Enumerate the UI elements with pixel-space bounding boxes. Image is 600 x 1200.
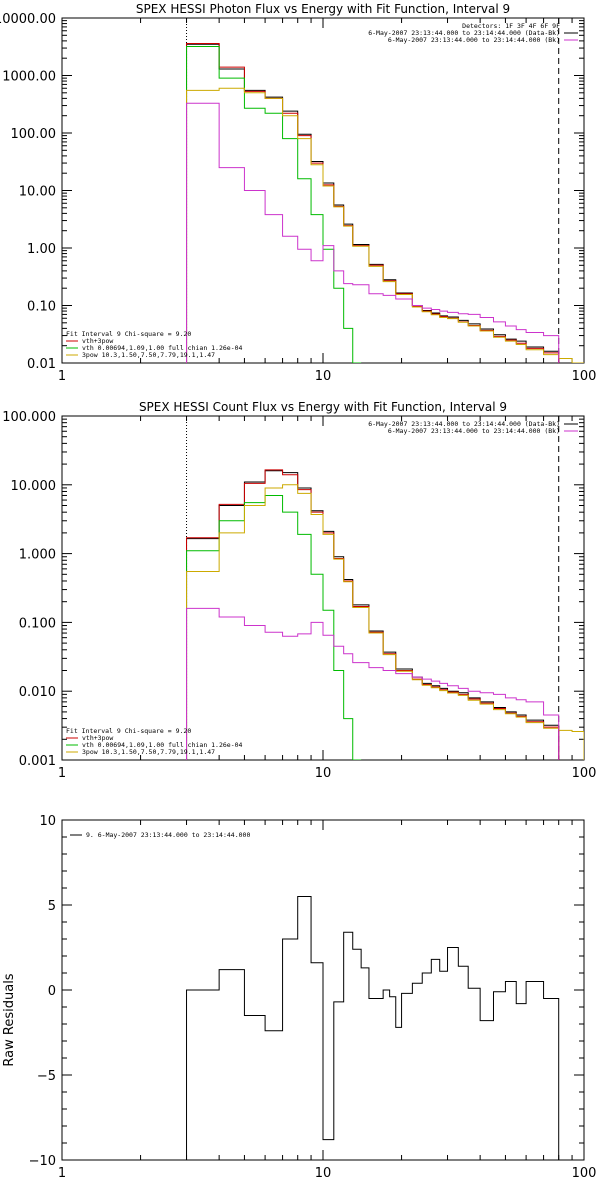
legend-top-label: Detectors: 1F 3F 4F 6F 9F bbox=[462, 22, 560, 30]
series-vth+3pow bbox=[186, 469, 560, 760]
series-3pow bbox=[186, 484, 584, 760]
y-axis-label: Raw Residuals bbox=[2, 973, 17, 1066]
series-vth bbox=[186, 45, 362, 363]
x-tick-label: 100 bbox=[572, 1166, 597, 1181]
x-tick-label: 100 bbox=[572, 766, 597, 781]
y-tick-label: 1.00 bbox=[27, 242, 56, 257]
chart-title: SPEX HESSI Photon Flux vs Energy with Fi… bbox=[136, 2, 510, 16]
y-tick-label: 0 bbox=[48, 984, 56, 999]
legend-bottom-label: 3pow 10.3,1.50,7.50,7.79,19.1,1.47 bbox=[82, 351, 215, 359]
series-vth bbox=[186, 494, 362, 760]
legend-bottom-label: vth+3pow bbox=[82, 337, 113, 345]
y-tick-label: 10000.00 bbox=[0, 12, 56, 27]
plot-frame bbox=[61, 17, 585, 364]
y-tick-label: 10.000 bbox=[11, 479, 57, 494]
series-data-bk bbox=[186, 43, 560, 363]
y-tick-label: 0.010 bbox=[19, 685, 56, 700]
legend-bottom-header: Fit Interval 9 Chi-square = 9.20 bbox=[66, 330, 191, 338]
legend-top-label: 6-May-2007 23:13:44.000 to 23:14:44.000 … bbox=[368, 420, 560, 428]
chart-panel-1: SPEX HESSI Photon Flux vs Energy with Fi… bbox=[0, 2, 596, 384]
x-tick-label: 1 bbox=[58, 766, 66, 781]
y-tick-label: 1000.00 bbox=[2, 70, 56, 85]
legend-bottom-label: vth 0.00694,1.09,1.00 full chian 1.26e-0… bbox=[82, 741, 243, 749]
x-tick-label: 10 bbox=[315, 766, 332, 781]
y-tick-label: 0.100 bbox=[19, 616, 56, 631]
legend-bottom-label: vth 0.00694,1.09,1.00 full chian 1.26e-0… bbox=[82, 344, 243, 352]
legend-top-label: 6-May-2007 23:13:44.000 to 23:14:44.000 … bbox=[368, 29, 560, 37]
y-tick-label: 100.00 bbox=[11, 127, 57, 142]
series-vth+3pow bbox=[186, 43, 560, 363]
series-bk bbox=[186, 607, 560, 760]
y-tick-label: −10 bbox=[29, 1154, 56, 1169]
legend-left-label: 9. 6-May-2007 23:13:44.000 to 23:14:44.0… bbox=[86, 831, 250, 839]
x-tick-label: 1 bbox=[58, 1166, 66, 1181]
x-tick-label: 100 bbox=[572, 369, 597, 384]
chart-panel-3: 1 10 100 10 5 0 −5 −10 Raw Residuals 9. 6-May-200… bbox=[2, 814, 596, 1181]
series-data-bk bbox=[186, 470, 560, 760]
y-tick-label: 1.000 bbox=[19, 548, 56, 563]
y-tick-label: 0.001 bbox=[19, 754, 56, 769]
y-tick-label: 10 bbox=[39, 814, 56, 829]
legend-bottom-header: Fit Interval 9 Chi-square = 9.20 bbox=[66, 727, 191, 735]
legend-top-label: 6-May-2007 23:13:44.000 to 23:14:44.000 … bbox=[388, 36, 560, 44]
chart-title: SPEX HESSI Count Flux vs Energy with Fit… bbox=[139, 400, 507, 414]
legend-top-label: 6-May-2007 23:13:44.000 to 23:14:44.000 … bbox=[388, 427, 560, 435]
x-tick-label: 10 bbox=[315, 369, 332, 384]
y-tick-label: 0.01 bbox=[27, 357, 56, 372]
y-tick-label: −5 bbox=[37, 1069, 56, 1084]
y-tick-label: 100.000 bbox=[2, 410, 56, 425]
series-residuals bbox=[186, 896, 560, 1160]
x-tick-label: 1 bbox=[58, 369, 66, 384]
y-tick-label: 10.00 bbox=[19, 185, 56, 200]
series-bk bbox=[186, 102, 560, 363]
chart-panel-2: SPEX HESSI Count Flux vs Energy with Fit… bbox=[2, 400, 596, 781]
legend-bottom-label: 3pow 10.3,1.50,7.50,7.79,19.1,1.47 bbox=[82, 748, 215, 756]
series-3pow bbox=[186, 87, 584, 363]
legend-bottom-label: vth+3pow bbox=[82, 734, 113, 742]
y-tick-label: 5 bbox=[48, 899, 56, 914]
x-tick-label: 10 bbox=[315, 1166, 332, 1181]
y-tick-label: 0.10 bbox=[27, 300, 56, 315]
